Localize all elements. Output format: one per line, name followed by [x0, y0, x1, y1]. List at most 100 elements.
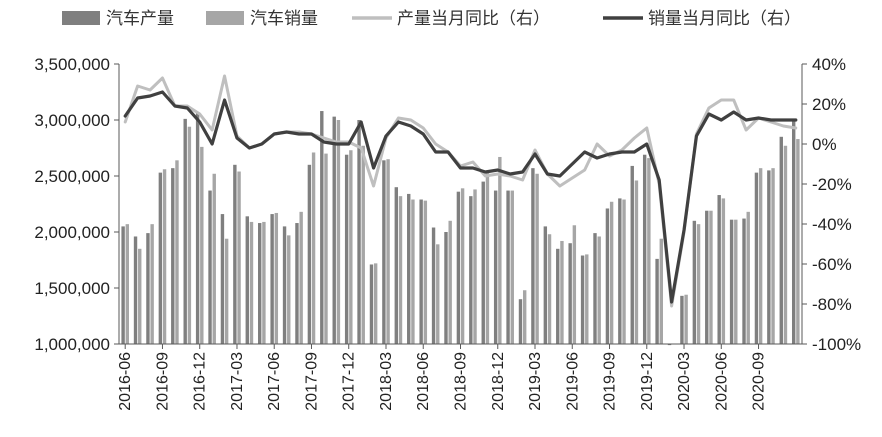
bar-production [258, 223, 262, 344]
bar-sales [287, 235, 291, 344]
bar-layer [121, 111, 800, 346]
bar-sales [510, 190, 514, 344]
bar-sales [299, 211, 303, 344]
bar-sales [361, 145, 365, 344]
bar-sales [796, 139, 800, 344]
bar-production [171, 168, 175, 344]
bar-sales [411, 199, 415, 344]
left-tick-label: 3,500,000 [34, 55, 110, 74]
bar-sales [709, 210, 713, 344]
bar-production [568, 243, 572, 344]
bar-sales [175, 160, 179, 344]
bar-production [692, 220, 697, 344]
bar-production [469, 196, 473, 344]
bar-production [332, 116, 336, 344]
bar-production [791, 120, 796, 344]
bar-production [419, 199, 423, 344]
bar-production [320, 111, 324, 344]
legend-label: 产量当月同比（右） [397, 9, 550, 29]
bar-sales [547, 234, 552, 344]
x-tick-label: 2020-03 [676, 352, 693, 411]
bar-sales [373, 263, 378, 344]
x-tick-label: 2018-03 [378, 352, 395, 411]
bar-production [456, 191, 461, 344]
bar-sales [138, 248, 142, 344]
bar-production [754, 172, 759, 344]
bar-sales [324, 153, 328, 344]
bar-production [146, 233, 150, 344]
bar-sales [485, 170, 490, 344]
bar-production [556, 248, 560, 344]
bar-production [208, 190, 212, 344]
legend-label: 销量当月同比（右） [648, 9, 801, 29]
bar-sales [125, 224, 130, 344]
bar-production [605, 208, 610, 344]
bar-production [767, 170, 771, 344]
bar-sales [721, 198, 726, 344]
bar-production [493, 190, 498, 344]
bar-production [705, 210, 709, 344]
left-tick-label: 3,000,000 [34, 111, 110, 130]
bar-production [357, 120, 361, 344]
axes: 1,000,000 1,500,000 2,000,000 2,500,000 3,00… [34, 55, 861, 411]
bar-sales [423, 200, 428, 344]
x-tick-label: 2017-06 [266, 352, 283, 411]
bar-production [506, 190, 510, 344]
x-tick-label: 2017-09 [303, 352, 320, 411]
right-tick-label: 20% [812, 95, 846, 114]
bar-production [444, 232, 448, 344]
bar-production [680, 295, 684, 344]
legend: 汽车产量 汽车销量 产量当月同比（右） 销量当月同比（右） [62, 9, 801, 29]
x-tick-label: 2019-03 [527, 352, 544, 411]
bar-production [295, 223, 299, 344]
bar-production [344, 154, 349, 344]
bar-production [431, 227, 436, 344]
right-tick-label: 40% [812, 55, 846, 74]
bar-sales [212, 173, 216, 344]
x-tick-label: 2019-09 [602, 352, 619, 411]
x-tick-label: 2018-09 [453, 352, 470, 411]
bar-production [580, 255, 585, 344]
x-tick-label: 2020-09 [751, 352, 768, 411]
legend-label: 汽车产量 [106, 9, 174, 29]
bar-sales [398, 196, 403, 344]
x-tick-label: 2017-03 [229, 352, 246, 411]
bar-production [394, 187, 399, 344]
bar-sales [187, 126, 192, 344]
left-tick-label: 1,000,000 [34, 335, 110, 354]
bar-production [518, 299, 523, 344]
line-layer [123, 74, 798, 308]
x-tick-label: 2019-06 [564, 352, 581, 411]
bar-sales [684, 294, 688, 344]
bar-sales [634, 180, 639, 344]
bar-sales [336, 120, 341, 344]
x-tick-label: 2018-06 [415, 352, 432, 411]
bar-production [531, 168, 535, 344]
bar-sales [224, 238, 229, 344]
x-tick-label: 2016-12 [192, 352, 209, 411]
bar-production [233, 164, 237, 344]
bar-sales [647, 158, 651, 344]
left-tick-label: 2,500,000 [34, 167, 110, 186]
bar-production [183, 118, 187, 344]
bar-production [270, 214, 274, 344]
bar-sales [262, 221, 266, 344]
right-tick-label: -20% [812, 175, 852, 194]
bar-sales [622, 199, 626, 344]
right-tick-label: -80% [812, 295, 852, 314]
x-tick-label: 2020-06 [713, 352, 730, 411]
bar-sales [609, 201, 614, 344]
right-tick-label: -40% [812, 215, 852, 234]
bar-production [382, 160, 386, 344]
bar-sales [237, 171, 241, 344]
bar-production [618, 198, 622, 344]
bar-sales [597, 236, 601, 344]
right-tick-label: -100% [812, 335, 861, 354]
bar-production [667, 344, 672, 346]
bar-sales [274, 212, 279, 344]
bar-production [717, 195, 721, 344]
bar-sales [200, 146, 204, 344]
x-tick-label: 2018-12 [490, 352, 507, 411]
bar-sales [734, 219, 738, 344]
